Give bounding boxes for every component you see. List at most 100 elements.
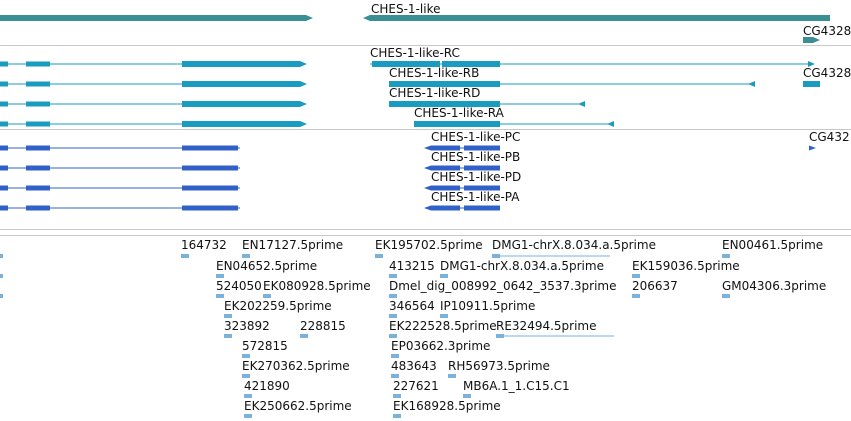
est-feature bbox=[244, 414, 252, 418]
track-separator-gene bbox=[0, 45, 851, 46]
est-label[interactable]: 572815 bbox=[242, 339, 288, 353]
transcript-exon bbox=[0, 121, 8, 127]
est-label[interactable]: IP10911.5prime bbox=[440, 299, 536, 313]
est-feature bbox=[263, 294, 271, 298]
est-label[interactable]: 413215 bbox=[389, 259, 435, 273]
protein-arrow bbox=[424, 145, 431, 151]
est-feature bbox=[389, 294, 397, 298]
protein-label-pd[interactable]: CHES-1-like-PD bbox=[431, 170, 522, 184]
protein-exon bbox=[26, 165, 50, 171]
protein-exon bbox=[0, 185, 8, 191]
est-label[interactable]: 206637 bbox=[632, 279, 678, 293]
transcript-exon bbox=[182, 81, 300, 87]
est-label[interactable]: EK168928.5prime bbox=[393, 399, 501, 413]
est-label[interactable]: EK222528.5prime bbox=[389, 319, 497, 333]
gene-feature bbox=[803, 37, 813, 43]
est-label[interactable]: RH56973.5prime bbox=[448, 359, 550, 373]
protein-exon bbox=[182, 185, 238, 191]
est-label[interactable]: DMG1-chrX.8.034.a.5prime bbox=[440, 259, 604, 273]
protein-label-pc[interactable]: CHES-1-like-PC bbox=[431, 130, 521, 144]
est-label[interactable]: RE32494.5prime bbox=[496, 319, 597, 333]
protein-exon bbox=[464, 185, 500, 191]
est-label[interactable]: EK270362.5prime bbox=[242, 359, 350, 373]
transcript-exon bbox=[0, 81, 8, 87]
est-label[interactable]: 483643 bbox=[391, 359, 437, 373]
transcript-exon bbox=[389, 81, 500, 87]
est-feature bbox=[0, 254, 3, 258]
est-feature bbox=[632, 294, 640, 298]
est-label[interactable]: Dmel_dig_008992_0642_3537.3prime bbox=[389, 279, 617, 293]
protein-label-cg432[interactable]: CG432 bbox=[809, 130, 850, 144]
protein-arrow bbox=[809, 145, 816, 151]
est-label[interactable]: EK195702.5prime bbox=[375, 238, 483, 252]
est-feature bbox=[463, 394, 471, 398]
protein-label-pb[interactable]: CHES-1-like-PB bbox=[431, 150, 521, 164]
protein-exon bbox=[0, 145, 8, 151]
est-feature bbox=[722, 254, 730, 258]
est-label[interactable]: 227621 bbox=[393, 379, 439, 393]
est-label[interactable]: EP03662.3prime bbox=[391, 339, 491, 353]
est-label[interactable]: EK080928.5prime bbox=[263, 279, 371, 293]
track-separator-proteins bbox=[0, 229, 851, 230]
gene-feature-arrow bbox=[363, 15, 370, 21]
est-feature bbox=[242, 354, 250, 358]
est-label[interactable]: 164732 bbox=[181, 238, 227, 252]
transcript-exon bbox=[182, 101, 300, 107]
transcript-arrow bbox=[808, 61, 815, 67]
protein-exon bbox=[431, 205, 460, 211]
est-feature bbox=[242, 374, 250, 378]
protein-label-pa[interactable]: CHES-1-like-PA bbox=[431, 190, 520, 204]
transcript-label-cg4328[interactable]: CG4328 bbox=[803, 66, 851, 80]
est-label[interactable]: 228815 bbox=[300, 319, 346, 333]
transcript-exon bbox=[414, 121, 500, 127]
protein-exon bbox=[26, 185, 50, 191]
est-label[interactable]: 524050 bbox=[216, 279, 262, 293]
gene-feature bbox=[370, 15, 830, 21]
transcript-exon bbox=[442, 61, 500, 67]
est-feature bbox=[224, 334, 232, 338]
transcript-exon bbox=[26, 81, 50, 87]
protein-exon bbox=[182, 145, 238, 151]
protein-exon bbox=[26, 205, 50, 211]
gene-label-cg4328[interactable]: CG4328 bbox=[803, 24, 851, 38]
est-label[interactable]: EN17127.5prime bbox=[242, 238, 344, 252]
est-feature bbox=[393, 394, 401, 398]
est-label[interactable]: 346564 bbox=[389, 299, 435, 313]
transcript-exon bbox=[0, 101, 8, 107]
transcript-label-ra[interactable]: CHES-1-like-RA bbox=[414, 106, 504, 120]
transcript-arrow bbox=[748, 81, 755, 87]
transcript-label-rd[interactable]: CHES-1-like-RD bbox=[389, 86, 481, 100]
est-label[interactable]: 421890 bbox=[244, 379, 290, 393]
est-label[interactable]: DMG1-chrX.8.034.a.5prime bbox=[492, 238, 656, 252]
est-label[interactable]: EK159036.5prime bbox=[632, 259, 740, 273]
est-feature bbox=[389, 274, 397, 278]
est-feature bbox=[440, 314, 448, 318]
est-feature bbox=[632, 274, 640, 278]
transcript-exon bbox=[0, 61, 8, 67]
est-feature bbox=[391, 374, 399, 378]
protein-exon bbox=[0, 165, 8, 171]
est-label[interactable]: EN00461.5prime bbox=[722, 238, 824, 252]
est-label[interactable]: 323892 bbox=[224, 319, 270, 333]
est-feature bbox=[0, 274, 3, 278]
gene-label-ches-1-like[interactable]: CHES-1-like bbox=[371, 2, 441, 16]
est-label[interactable]: MB6A.1_1.C15.C1 bbox=[463, 379, 570, 393]
protein-exon bbox=[431, 145, 460, 151]
protein-exon bbox=[464, 165, 500, 171]
transcript-label-rb[interactable]: CHES-1-like-RB bbox=[389, 66, 480, 80]
protein-exon bbox=[182, 205, 238, 211]
est-label[interactable]: EK250662.5prime bbox=[244, 399, 352, 413]
est-label[interactable]: EN04652.5prime bbox=[216, 259, 318, 273]
transcript-label-rc[interactable]: CHES-1-like-RC bbox=[370, 46, 460, 60]
est-label[interactable]: EK202259.5prime bbox=[224, 299, 332, 313]
protein-exon bbox=[26, 145, 50, 151]
est-feature bbox=[389, 334, 397, 338]
transcript-arrow bbox=[578, 101, 585, 107]
protein-exon bbox=[182, 165, 238, 171]
est-feature bbox=[389, 314, 397, 318]
protein-arrow bbox=[424, 185, 431, 191]
est-feature bbox=[181, 254, 189, 258]
est-label[interactable]: GM04306.3prime bbox=[722, 279, 827, 293]
protein-exon bbox=[431, 165, 460, 171]
